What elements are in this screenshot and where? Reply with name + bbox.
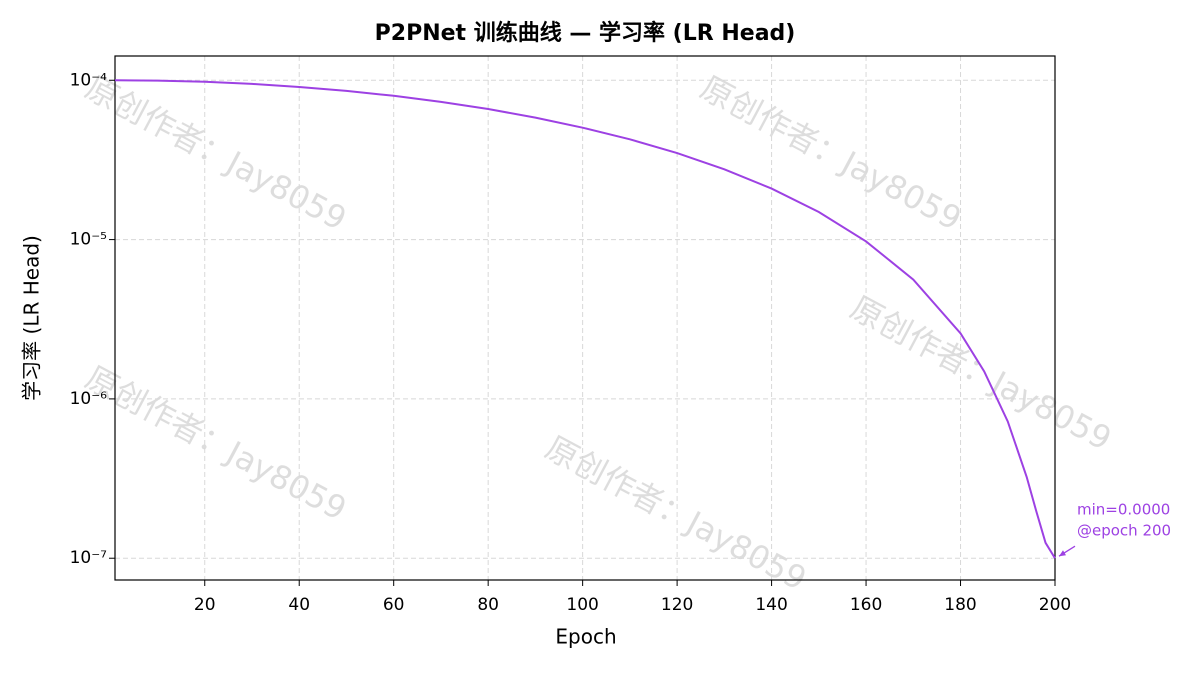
annotation-text: min=0.0000 [1077, 501, 1170, 519]
x-tick-label: 40 [288, 595, 310, 615]
x-tick-label: 20 [194, 595, 216, 615]
annotation-arrowhead [1059, 550, 1066, 557]
y-tick-label: 10⁻⁴ [70, 70, 108, 90]
y-tick-label: 10⁻⁵ [70, 230, 107, 250]
x-tick-label: 120 [661, 595, 693, 615]
x-tick-label: 80 [477, 595, 499, 615]
x-tick-label: 180 [944, 595, 976, 615]
x-tick-label: 100 [566, 595, 598, 615]
x-tick-label: 200 [1039, 595, 1071, 615]
x-tick-label: 160 [850, 595, 882, 615]
watermark: 原创作者：Jay8059 [844, 289, 1117, 458]
annotation-text: @epoch 200 [1077, 522, 1171, 540]
chart-title: P2PNet 训练曲线 — 学习率 (LR Head) [375, 20, 796, 46]
y-axis-label: 学习率 (LR Head) [20, 235, 44, 401]
x-tick-label: 60 [383, 595, 405, 615]
y-tick-label: 10⁻⁶ [70, 389, 108, 409]
x-tick-label: 140 [755, 595, 787, 615]
watermark: 原创作者：Jay8059 [694, 69, 967, 238]
x-axis-label: Epoch [555, 625, 616, 649]
watermark: 原创作者：Jay8059 [79, 69, 352, 238]
plot-frame [114, 55, 1056, 581]
lr-line [114, 79, 1056, 559]
watermark: 原创作者：Jay8059 [79, 359, 352, 528]
y-tick-label: 10⁻⁷ [70, 548, 108, 568]
